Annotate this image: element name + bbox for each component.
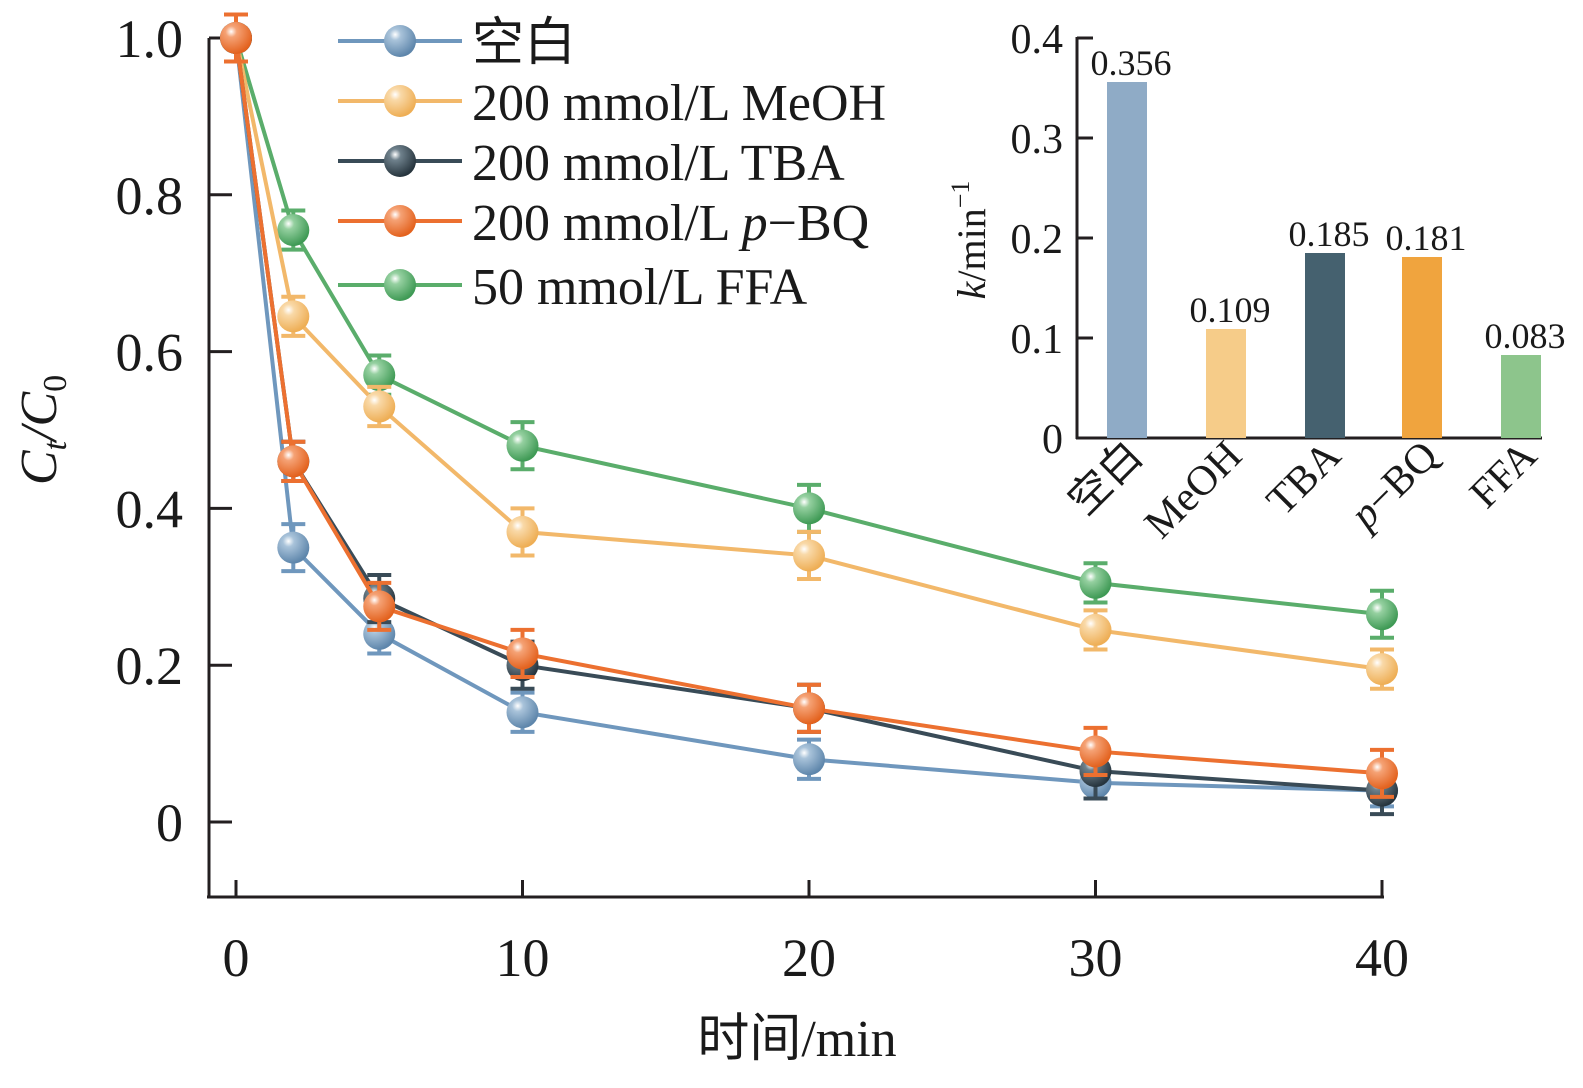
main-series-group [220, 12, 1398, 817]
legend-marker [384, 269, 416, 301]
bar-value-label: 0.109 [1190, 290, 1271, 330]
main-x-tick-label: 0 [223, 928, 250, 988]
main-y-ticks: 0 0.2 0.4 0.6 0.8 1.0 [116, 9, 232, 853]
inset-x-tick-label: FFA [1461, 432, 1546, 517]
bar [1107, 82, 1147, 438]
main-x-axis-title: 时间/min [697, 1011, 896, 1068]
data-point [1366, 757, 1398, 790]
data-point [363, 590, 396, 623]
data-point [363, 617, 396, 650]
legend-item: 200 mmol/L p−BQ [338, 195, 869, 252]
legend-item: 空白 [338, 15, 576, 72]
y-title-c: C [11, 449, 68, 485]
bar-value-label: 0.185 [1289, 214, 1370, 254]
data-point [793, 539, 825, 572]
inset-y-tick-label: 0.4 [1011, 17, 1064, 63]
bar [1206, 329, 1246, 438]
inset-y-tick-label: 0.1 [1011, 317, 1064, 363]
legend-label: 200 mmol/L TBA [472, 135, 845, 192]
data-point [1079, 566, 1112, 599]
legend-marker [384, 25, 416, 57]
legend-item: 200 mmol/L TBA [338, 135, 845, 192]
inset-y-tick-label: 0 [1042, 417, 1063, 463]
inset-x-tick-label: MeOH [1136, 433, 1251, 548]
inset-x-tick-label: 空白 [1059, 432, 1152, 525]
data-point [506, 429, 539, 462]
legend-label: 空白 [472, 15, 576, 72]
series-4 [220, 12, 1398, 640]
data-point [793, 692, 825, 725]
svg-text:Ct/C0: Ct/C0 [11, 375, 74, 485]
data-point [277, 531, 310, 564]
main-y-tick-label: 0.4 [116, 479, 184, 539]
series-1 [220, 12, 1398, 691]
main-x-tick-label: 30 [1069, 928, 1123, 988]
svg-text:k/min−1: k/min−1 [946, 181, 994, 300]
inset-y-title-k: k [949, 280, 994, 299]
data-point [220, 22, 252, 54]
inset-y-title-unit: /min [949, 208, 994, 281]
data-point [277, 300, 310, 333]
data-point [506, 515, 539, 548]
bar [1402, 257, 1442, 438]
legend-marker [384, 85, 416, 117]
data-point [1366, 653, 1398, 686]
data-point [1079, 735, 1112, 768]
legend-label: 50 mmol/L FFA [472, 259, 808, 316]
main-y-tick-label: 0.6 [116, 323, 184, 383]
y-title-t: t [37, 439, 74, 450]
legend-label: 200 mmol/L p−BQ [472, 195, 869, 252]
main-plot: 0 0.2 0.4 0.6 0.8 1.0 0 10 20 30 40 时间/min Ct/C 0 … [11, 9, 1409, 1068]
main-y-tick-label: 0.8 [116, 166, 184, 226]
inset-y-title-sup: −1 [946, 181, 975, 209]
y-title-zero: 0 [37, 375, 74, 392]
data-point [506, 637, 539, 670]
data-point [363, 359, 396, 392]
inset-x-tick-label: p−BQ [1340, 433, 1448, 541]
data-point [1366, 598, 1398, 631]
bar [1501, 355, 1541, 438]
data-point [506, 696, 539, 729]
bar-value-label: 0.181 [1386, 218, 1467, 258]
inset-y-ticks: 0 0.1 0.2 0.3 0.4 [1011, 17, 1093, 463]
data-point [277, 445, 310, 478]
main-y-tick-label: 0.2 [116, 636, 184, 696]
legend-item: 200 mmol/L MeOH [338, 75, 886, 132]
legend-item: 50 mmol/L FFA [338, 259, 808, 316]
inset-y-axis-title: k/min−1 [946, 181, 994, 300]
bar [1305, 253, 1345, 438]
data-point [363, 390, 396, 423]
inset-x-tick-label: TBA [1258, 432, 1350, 524]
main-y-axis-title: Ct/C0 [11, 375, 74, 485]
inset-y-tick-label: 0.2 [1011, 217, 1064, 263]
data-point [1079, 613, 1112, 646]
legend-marker [384, 145, 416, 177]
main-x-tick-label: 20 [782, 928, 836, 988]
bar-value-label: 0.083 [1485, 316, 1566, 356]
main-x-ticks: 0 10 20 30 40 [223, 880, 1409, 988]
legend-label: 200 mmol/L MeOH [472, 75, 886, 132]
legend-marker [384, 205, 416, 237]
inset-bars: 0.356 0.109 0.185 0.181 0.083 [1091, 43, 1566, 438]
main-y-tick-label: 1.0 [116, 9, 184, 69]
main-x-tick-label: 40 [1355, 928, 1409, 988]
data-point [277, 214, 310, 247]
bar-value-label: 0.356 [1091, 43, 1172, 83]
series-3 [220, 12, 1398, 799]
inset-y-tick-label: 0.3 [1011, 117, 1064, 163]
data-point [793, 492, 825, 525]
main-y-tick-label: 0 [156, 793, 183, 853]
main-x-tick-label: 10 [496, 928, 550, 988]
y-title-slash-c: /C [11, 391, 68, 444]
data-point [793, 743, 825, 776]
